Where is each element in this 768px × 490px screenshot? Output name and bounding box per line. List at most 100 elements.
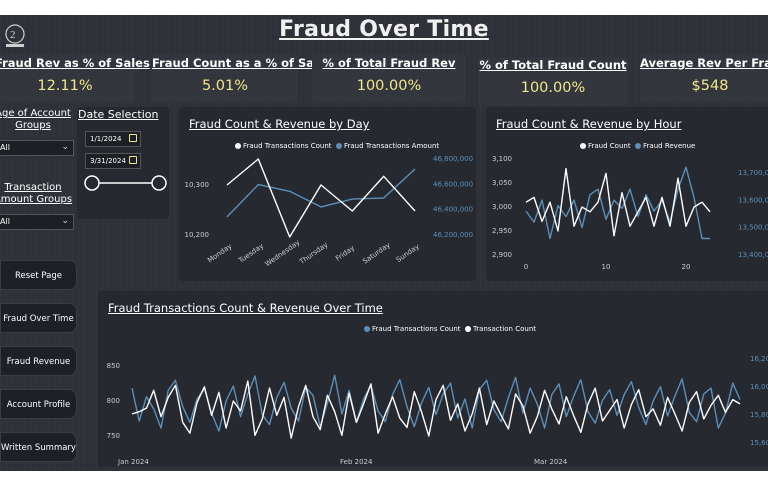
x-axis-tick: Saturday bbox=[361, 241, 391, 266]
left-axis-tick: 3,000 bbox=[492, 203, 512, 211]
kpi-card-fraud-count-pct: Fraud Count as a % of Sales 5.01% bbox=[152, 55, 333, 103]
left-axis-tick: 750 bbox=[107, 432, 120, 440]
legend-swatch-white bbox=[235, 143, 241, 149]
fraud-revenue-nav-button[interactable]: Fraud Revenue bbox=[0, 346, 77, 376]
chart-legend: Fraud Transactions Count Transaction Cou… bbox=[364, 325, 536, 333]
x-axis-tick: Tuesday bbox=[236, 242, 265, 265]
kpi-value: 5.01% bbox=[201, 78, 249, 94]
dropdown-value: All bbox=[0, 143, 10, 152]
account-age-slicer-label: Age of Account Groups bbox=[0, 108, 71, 131]
dropdown-value: All bbox=[0, 217, 10, 226]
right-axis-tick: 15,60 bbox=[750, 439, 768, 447]
kpi-card-total-fraud-count: % of Total Fraud Count 100.00% bbox=[478, 57, 628, 105]
right-axis-tick: 46,800,000 bbox=[433, 155, 473, 163]
legend-label: Fraud Transactions Count bbox=[243, 142, 332, 150]
kpi-value: 12.11% bbox=[37, 78, 93, 94]
right-axis-tick: 46,600,000 bbox=[433, 180, 473, 188]
account-profile-nav-button[interactable]: Account Profile bbox=[0, 389, 77, 419]
date-range-slider[interactable] bbox=[77, 173, 169, 193]
legend-label: Fraud Count bbox=[588, 142, 631, 150]
kpi-value: 100.00% bbox=[356, 78, 422, 94]
company-logo-icon: 2 bbox=[5, 24, 25, 47]
left-axis-tick: 3,050 bbox=[492, 179, 512, 187]
date-slicer-panel: Date Selection 1/1/2024 3/31/2024 bbox=[77, 107, 169, 219]
transaction-amount-slicer-label: Transaction Amount Groups bbox=[0, 182, 73, 205]
left-axis-tick: 850 bbox=[107, 362, 120, 370]
page-title: Fraud Over Time bbox=[279, 17, 489, 42]
chart-title: Fraud Transactions Count & Revenue Over … bbox=[108, 301, 383, 315]
legend-swatch-blue bbox=[635, 143, 642, 149]
chart-over-time-plot: 850 800 750 16,20 16,00 15,80 15,60 Jan 2024 Feb… bbox=[107, 355, 768, 466]
written-summary-nav-button[interactable]: Written Summary bbox=[0, 432, 77, 462]
reset-page-button[interactable]: Reset Page bbox=[0, 260, 77, 290]
x-axis-tick: Thursday bbox=[297, 241, 329, 267]
chart-by-hour-plot: 3,100 3,050 3,000 2,950 2,900 13,700,000 13,60… bbox=[492, 155, 768, 271]
chart-legend: Fraud Count Fraud Revenue bbox=[580, 142, 695, 150]
left-axis-tick: 2,900 bbox=[492, 251, 512, 259]
transaction-amount-dropdown[interactable]: All ⌄ bbox=[0, 214, 74, 230]
right-axis-tick: 13,400,000 bbox=[738, 251, 768, 259]
svg-text:2: 2 bbox=[10, 29, 16, 41]
legend-label: Transaction Count bbox=[472, 325, 537, 333]
start-date-input[interactable]: 1/1/2024 bbox=[85, 131, 141, 147]
series-line-fraud-amount bbox=[226, 168, 416, 218]
legend-swatch-white bbox=[464, 326, 471, 332]
x-axis-tick: 20 bbox=[682, 263, 691, 271]
kpi-label: Fraud Rev as % of Sales bbox=[0, 56, 150, 70]
account-age-dropdown[interactable]: All ⌄ bbox=[0, 140, 74, 156]
x-axis-tick: 10 bbox=[602, 263, 611, 271]
kpi-card-total-fraud-rev: % of Total Fraud Rev 100.00% bbox=[312, 55, 466, 103]
series-line-transaction-count bbox=[131, 380, 741, 439]
right-axis-tick: 16,20 bbox=[750, 355, 768, 363]
legend-swatch-blue bbox=[364, 326, 370, 332]
right-axis-tick: 13,600,000 bbox=[738, 196, 768, 204]
x-axis-tick: Jan 2024 bbox=[117, 458, 149, 466]
series-line-fraud-count bbox=[131, 374, 741, 432]
kpi-label: Average Rev Per Fraud bbox=[640, 56, 768, 70]
x-axis-tick: Mar 2024 bbox=[534, 458, 568, 466]
chart-by-day-panel: Fraud Count & Revenue by Day Fraud Trans… bbox=[179, 107, 476, 281]
right-axis-tick: 15,80 bbox=[750, 411, 768, 419]
chart-legend: Fraud Transactions Count Fraud Transacti… bbox=[235, 142, 439, 150]
kpi-card-fraud-rev-pct: Fraud Rev as % of Sales 12.11% bbox=[0, 55, 150, 103]
dashboard-canvas: 2 Fraud Over Time Fraud Rev as % of Sale… bbox=[0, 15, 768, 471]
legend-swatch-blue bbox=[335, 143, 342, 149]
left-axis-tick: 3,100 bbox=[492, 155, 512, 163]
start-date-value: 1/1/2024 bbox=[90, 135, 122, 143]
right-axis-tick: 13,700,000 bbox=[738, 169, 768, 177]
chart-title: Fraud Count & Revenue by Day bbox=[189, 117, 370, 131]
slider-end-handle[interactable] bbox=[151, 175, 167, 191]
calendar-icon[interactable] bbox=[129, 134, 137, 142]
date-slicer-label: Date Selection bbox=[78, 108, 159, 121]
end-date-input[interactable]: 3/31/2024 bbox=[85, 153, 141, 169]
kpi-value: 100.00% bbox=[520, 80, 586, 96]
left-axis-tick: 800 bbox=[107, 397, 120, 405]
chart-by-hour-panel: Fraud Count & Revenue by Hour Fraud Coun… bbox=[486, 107, 768, 281]
x-axis-tick: Monday bbox=[206, 242, 233, 264]
left-axis-tick: 10,300 bbox=[185, 181, 210, 189]
chart-over-time-panel: Fraud Transactions Count & Revenue Over … bbox=[98, 291, 768, 467]
end-date-value: 3/31/2024 bbox=[90, 157, 126, 165]
series-line-fraud-count bbox=[226, 158, 416, 238]
kpi-label: % of Total Fraud Count bbox=[479, 58, 627, 72]
x-axis-tick: Feb 2024 bbox=[340, 458, 373, 466]
chevron-down-icon: ⌄ bbox=[61, 142, 69, 152]
left-axis-tick: 2,950 bbox=[492, 227, 512, 235]
x-axis-tick: Friday bbox=[334, 244, 356, 263]
kpi-label: % of Total Fraud Rev bbox=[322, 56, 456, 70]
chart-title: Fraud Count & Revenue by Hour bbox=[496, 117, 682, 131]
right-axis-tick: 46,400,000 bbox=[433, 206, 473, 214]
legend-label: Fraud Revenue bbox=[643, 142, 696, 150]
right-axis-tick: 16,00 bbox=[750, 383, 768, 391]
legend-label: Fraud Transactions Amount bbox=[343, 142, 440, 150]
x-axis-tick: Wednesday bbox=[264, 238, 302, 268]
x-axis-tick: 0 bbox=[524, 263, 528, 271]
kpi-card-avg-rev-per-fraud: Average Rev Per Fraud $548 bbox=[640, 55, 768, 103]
right-axis-tick: 46,200,000 bbox=[433, 231, 473, 239]
calendar-icon[interactable] bbox=[129, 156, 137, 164]
left-axis-tick: 10,200 bbox=[185, 231, 210, 239]
fraud-over-time-nav-button[interactable]: Fraud Over Time bbox=[0, 303, 77, 333]
legend-label: Fraud Transactions Count bbox=[372, 325, 461, 333]
slider-start-handle[interactable] bbox=[84, 175, 100, 191]
right-axis-tick: 13,500,000 bbox=[738, 224, 768, 232]
